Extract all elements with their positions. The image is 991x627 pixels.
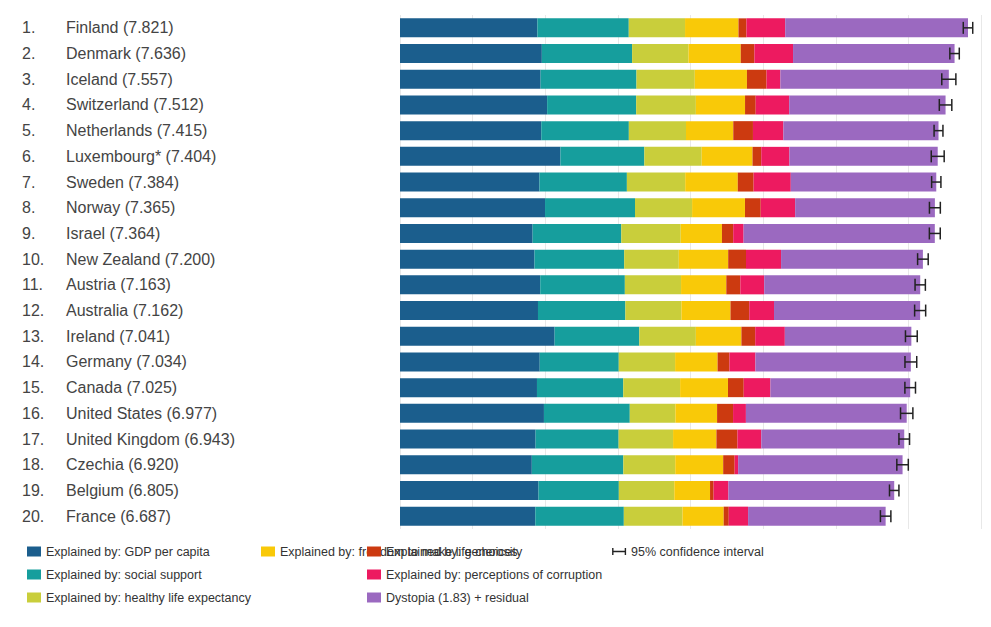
svg-text:Czechia (6.920): Czechia (6.920) xyxy=(66,456,179,473)
svg-text:16.: 16. xyxy=(22,405,44,422)
svg-text:20.: 20. xyxy=(22,508,44,525)
svg-text:7.: 7. xyxy=(22,174,35,191)
svg-text:6.: 6. xyxy=(22,148,35,165)
svg-text:1.: 1. xyxy=(22,19,35,36)
svg-text:10.: 10. xyxy=(22,251,44,268)
svg-text:United Kingdom (6.943): United Kingdom (6.943) xyxy=(66,431,235,448)
svg-text:New Zealand (7.200): New Zealand (7.200) xyxy=(66,251,215,268)
svg-text:5.: 5. xyxy=(22,122,35,139)
svg-text:4.: 4. xyxy=(22,96,35,113)
svg-text:3.: 3. xyxy=(22,71,35,88)
svg-text:12.: 12. xyxy=(22,302,44,319)
svg-text:Iceland (7.557): Iceland (7.557) xyxy=(66,71,173,88)
svg-text:14.: 14. xyxy=(22,353,44,370)
svg-text:Explained by: GDP per capita: Explained by: GDP per capita xyxy=(46,545,210,559)
svg-text:France (6.687): France (6.687) xyxy=(66,508,171,525)
svg-text:Switzerland (7.512): Switzerland (7.512) xyxy=(66,96,204,113)
svg-text:19.: 19. xyxy=(22,482,44,499)
svg-text:Explained by: perceptions of c: Explained by: perceptions of corruption xyxy=(386,568,602,582)
svg-text:11.: 11. xyxy=(22,276,43,293)
svg-text:Explained by: social support: Explained by: social support xyxy=(46,568,202,582)
svg-text:Denmark (7.636): Denmark (7.636) xyxy=(66,45,186,62)
svg-text:Germany (7.034): Germany (7.034) xyxy=(66,353,187,370)
svg-text:Sweden (7.384): Sweden (7.384) xyxy=(66,174,179,191)
svg-text:Australia (7.162): Australia (7.162) xyxy=(66,302,183,319)
svg-text:13.: 13. xyxy=(22,328,44,345)
svg-text:Finland (7.821): Finland (7.821) xyxy=(66,19,174,36)
svg-text:Norway (7.365): Norway (7.365) xyxy=(66,199,175,216)
svg-text:Israel (7.364): Israel (7.364) xyxy=(66,225,160,242)
svg-text:Netherlands (7.415): Netherlands (7.415) xyxy=(66,122,207,139)
svg-text:8.: 8. xyxy=(22,199,35,216)
svg-text:Austria (7.163): Austria (7.163) xyxy=(66,276,171,293)
svg-text:Explained by: healthy life exp: Explained by: healthy life expectancy xyxy=(46,591,252,605)
svg-text:17.: 17. xyxy=(22,431,44,448)
svg-text:Canada (7.025): Canada (7.025) xyxy=(66,379,177,396)
svg-text:2.: 2. xyxy=(22,45,35,62)
svg-text:Dystopia (1.83) + residual: Dystopia (1.83) + residual xyxy=(386,591,529,605)
svg-text:Luxembourg* (7.404): Luxembourg* (7.404) xyxy=(66,148,216,165)
svg-text:United States (6.977): United States (6.977) xyxy=(66,405,217,422)
svg-text:18.: 18. xyxy=(22,456,44,473)
svg-text:Belgium (6.805): Belgium (6.805) xyxy=(66,482,179,499)
svg-text:95% confidence interval: 95% confidence interval xyxy=(631,545,764,559)
svg-text:Ireland (7.041): Ireland (7.041) xyxy=(66,328,170,345)
svg-text:15.: 15. xyxy=(22,379,44,396)
svg-text:9.: 9. xyxy=(22,225,35,242)
svg-text:Explained by: generosity: Explained by: generosity xyxy=(386,545,523,559)
